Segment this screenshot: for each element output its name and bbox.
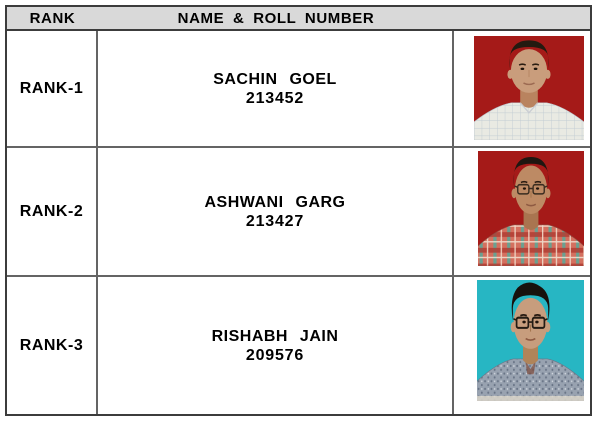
rank-label: RANK-2 xyxy=(19,202,84,220)
collar xyxy=(519,102,539,114)
roll-number: 209576 xyxy=(245,346,305,364)
student-name: SACHIN GOEL xyxy=(213,70,337,88)
eye xyxy=(522,320,526,324)
header-name-roll-number: NAME & ROLL NUMBER xyxy=(98,7,454,31)
hair xyxy=(511,282,550,321)
student-photo xyxy=(478,151,584,266)
eye xyxy=(522,187,527,190)
student-photo xyxy=(474,36,584,140)
glasses xyxy=(515,316,530,329)
rank-label: RANK-1 xyxy=(19,79,84,97)
rank-cell: RANK-2 xyxy=(7,148,98,277)
head xyxy=(514,165,548,214)
photo-cell xyxy=(454,277,590,414)
eyebrow xyxy=(533,313,541,317)
shirt xyxy=(478,224,584,266)
student-photo xyxy=(477,280,584,401)
eye xyxy=(533,67,538,71)
name-roll-cell: RISHABH JAIN 209576 xyxy=(98,277,454,414)
collar xyxy=(525,360,536,375)
mouth xyxy=(525,203,537,207)
mouth xyxy=(523,82,535,86)
glasses-bridge xyxy=(514,185,548,190)
shirt xyxy=(477,358,584,401)
roll-number: 213452 xyxy=(245,89,305,107)
roll-number: 213427 xyxy=(245,212,305,230)
eyebrow xyxy=(520,313,528,317)
photo-cell xyxy=(454,148,590,277)
header-photo-spacer xyxy=(454,7,590,31)
name-roll-cell: SACHIN GOEL 213452 xyxy=(98,31,454,148)
eyebrow xyxy=(531,63,540,66)
eyebrow xyxy=(534,180,542,184)
photo-scan-strip xyxy=(477,395,584,401)
eye xyxy=(520,67,525,71)
header-rank: RANK xyxy=(7,7,98,31)
photo-cell xyxy=(454,31,590,148)
rank-results-table: RANK NAME & ROLL NUMBER RANK-1 SACHIN GO… xyxy=(5,5,592,416)
eyebrow xyxy=(518,63,527,66)
eye xyxy=(535,187,540,190)
mouth xyxy=(525,337,536,341)
head xyxy=(513,297,548,349)
rank-cell: RANK-3 xyxy=(7,277,98,414)
hair xyxy=(509,40,549,69)
glasses xyxy=(531,316,546,329)
rank-cell: RANK-1 xyxy=(7,31,98,148)
eyebrow xyxy=(520,180,528,184)
glasses-bridge xyxy=(513,318,548,323)
hair xyxy=(513,157,549,187)
shirt xyxy=(474,102,584,140)
student-name: ASHWANI GARG xyxy=(204,193,346,211)
rank-label: RANK-3 xyxy=(19,336,84,354)
name-roll-cell: ASHWANI GARG 213427 xyxy=(98,148,454,277)
student-name: RISHABH JAIN xyxy=(211,327,339,345)
eye xyxy=(535,320,539,324)
